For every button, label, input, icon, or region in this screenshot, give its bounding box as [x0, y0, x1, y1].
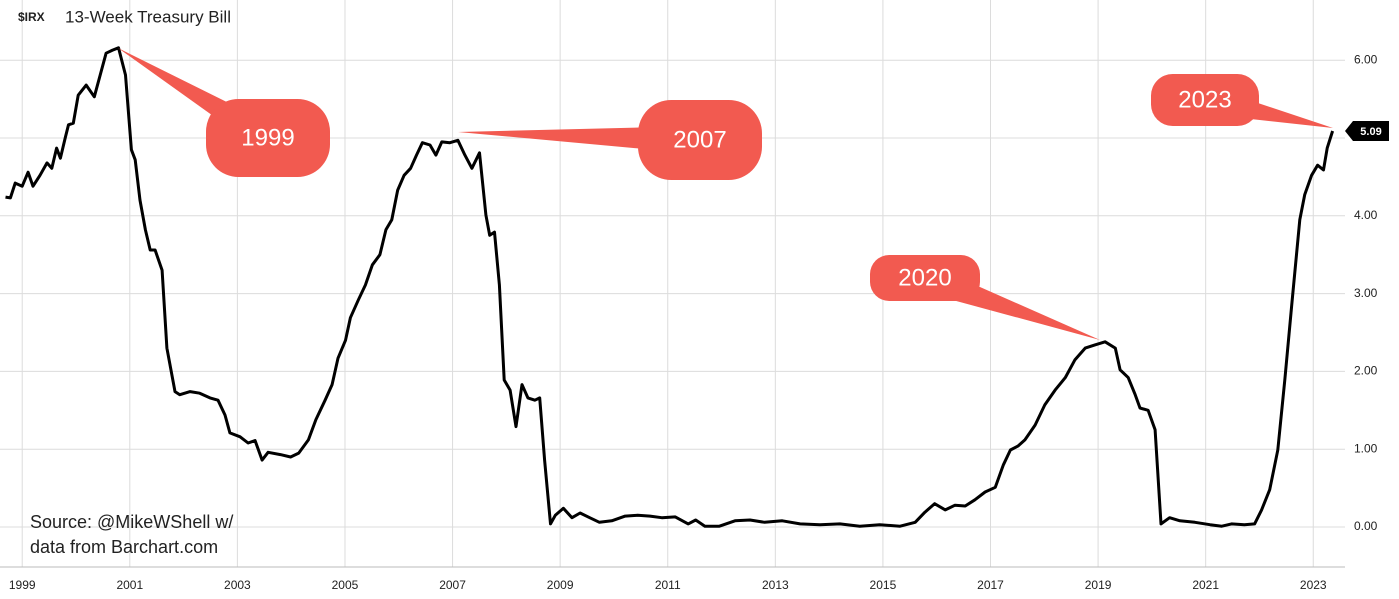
y-tick-label: 0.00	[1354, 519, 1378, 533]
callout-text: 2020	[898, 264, 951, 291]
x-tick-label: 2011	[655, 578, 681, 592]
callout-text: 1999	[241, 124, 294, 151]
callout-box	[638, 100, 762, 180]
annotations: 1999 2007 2020 2023	[118, 48, 1333, 340]
x-tick-label: 1999	[9, 578, 36, 592]
last-value-label: 5.09	[1360, 126, 1381, 138]
last-value-tag	[1345, 120, 1389, 141]
callout-box	[206, 99, 330, 177]
source-line: Source: @MikeWShell w/	[30, 512, 233, 532]
y-tick-label: 6.00	[1354, 52, 1378, 66]
series-line	[5, 46, 1335, 528]
y-tick-label: 3.00	[1354, 286, 1378, 300]
grid	[0, 0, 1345, 567]
callout-text: 2007	[673, 126, 726, 153]
x-tick-label: 2007	[439, 578, 466, 592]
x-tick-label: 2001	[116, 578, 143, 592]
y-tick-label: 1.00	[1354, 441, 1378, 455]
chart-title: 13-Week Treasury Bill	[65, 7, 231, 26]
lines	[5, 46, 1335, 528]
x-tick-label: 2003	[224, 578, 251, 592]
callout-box	[870, 255, 980, 301]
callout-box	[1151, 74, 1259, 126]
symbol: $IRX	[18, 10, 45, 24]
x-tick-label: 2023	[1300, 578, 1327, 592]
x-tick-label: 2013	[762, 578, 789, 592]
x-tick-label: 2021	[1192, 578, 1219, 592]
x-tick-label: 2015	[870, 578, 897, 592]
x-tick-label: 2005	[332, 578, 359, 592]
x-tick-label: 2019	[1085, 578, 1112, 592]
y-tick-label: 4.00	[1354, 208, 1378, 222]
y-tick-label: 2.00	[1354, 364, 1378, 378]
x-tick-label: 2017	[977, 578, 1004, 592]
x-tick-label: 2009	[547, 578, 574, 592]
callout-text: 2023	[1178, 86, 1231, 113]
source-line: data from Barchart.com	[30, 537, 218, 557]
